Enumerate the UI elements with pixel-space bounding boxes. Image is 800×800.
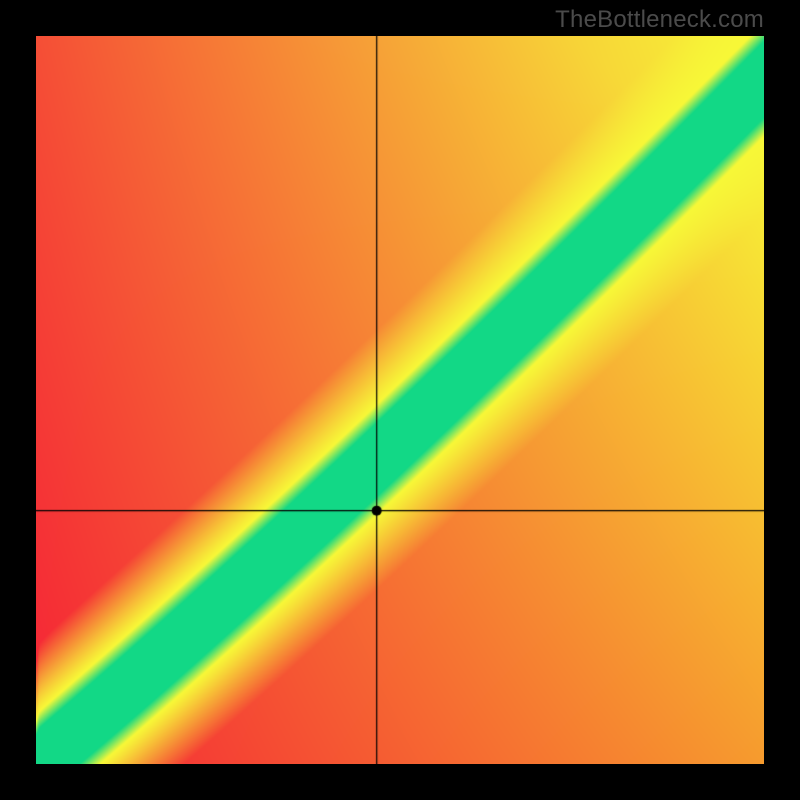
chart-container: TheBottleneck.com: [0, 0, 800, 800]
heatmap-plot: [36, 36, 764, 764]
watermark-label: TheBottleneck.com: [555, 6, 764, 34]
heatmap-canvas: [36, 36, 764, 764]
